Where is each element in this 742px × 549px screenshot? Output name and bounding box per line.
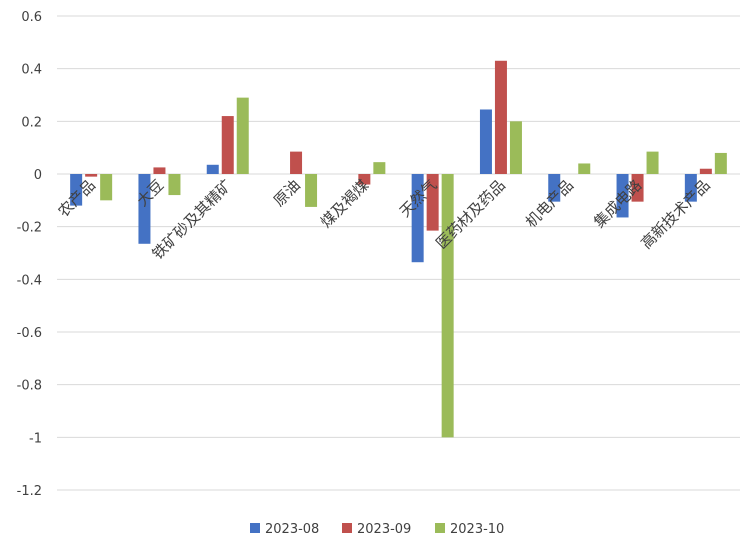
bar-2023-09 — [85, 174, 98, 177]
bar-2023-08 — [479, 109, 492, 174]
legend-swatch — [250, 523, 260, 533]
bar-2023-08 — [616, 174, 629, 218]
bar-2023-08 — [70, 174, 83, 206]
legend: 2023-08 2023-09 2023-10 — [250, 522, 504, 537]
bar-2023-10 — [714, 152, 727, 174]
category-label: 煤及褐煤 — [317, 176, 372, 231]
category-label: 大豆 — [133, 176, 167, 210]
bar-2023-09 — [358, 174, 371, 185]
legend-label: 2023-10 — [450, 522, 504, 537]
bar-2023-09 — [631, 174, 644, 202]
y-tick-label: 0 — [34, 168, 42, 183]
bar-2023-10 — [373, 162, 386, 174]
bar-2023-10 — [305, 174, 318, 207]
bar-2023-08 — [411, 174, 424, 263]
bar-2023-10 — [509, 121, 522, 174]
bar-2023-09 — [290, 151, 303, 174]
bar-2023-09 — [699, 168, 712, 174]
bar-2023-08 — [684, 174, 697, 202]
bar-2023-09 — [221, 116, 234, 174]
bar-2023-09 — [153, 167, 166, 174]
bar-2023-10 — [578, 163, 591, 174]
bar-2023-08 — [138, 174, 151, 244]
category-label: 高新技术产品 — [637, 176, 713, 252]
bar-2023-09 — [426, 174, 439, 231]
legend-swatch — [435, 523, 445, 533]
legend-label: 2023-08 — [265, 522, 319, 537]
legend-swatch — [342, 523, 352, 533]
category-label: 原油 — [270, 176, 304, 210]
bar-2023-10 — [100, 174, 113, 201]
legend-label: 2023-09 — [357, 522, 411, 537]
bar-2023-09 — [494, 60, 507, 175]
bar-2023-10 — [646, 151, 659, 174]
y-tick-label: 0.2 — [21, 115, 42, 130]
bar-2023-08 — [548, 174, 561, 202]
y-axis-tick-labels: 0.6 0.4 0.2 0 -0.2 -0.4 -0.6 -0.8 -1 -1.2 — [17, 10, 42, 499]
y-tick-label: -0.6 — [17, 326, 42, 341]
y-tick-label: -1 — [29, 431, 42, 446]
bar-2023-08 — [206, 164, 219, 174]
y-tick-label: -1.2 — [17, 484, 42, 499]
y-tick-label: -0.4 — [17, 273, 42, 288]
bars — [70, 60, 727, 438]
bar-2023-10 — [441, 174, 454, 438]
y-tick-label: 0.6 — [21, 10, 42, 25]
bar-2023-10 — [236, 97, 249, 174]
y-tick-label: -0.2 — [17, 221, 42, 236]
y-tick-label: -0.8 — [17, 379, 42, 394]
bar-2023-10 — [168, 174, 181, 196]
y-tick-label: 0.4 — [21, 63, 42, 78]
